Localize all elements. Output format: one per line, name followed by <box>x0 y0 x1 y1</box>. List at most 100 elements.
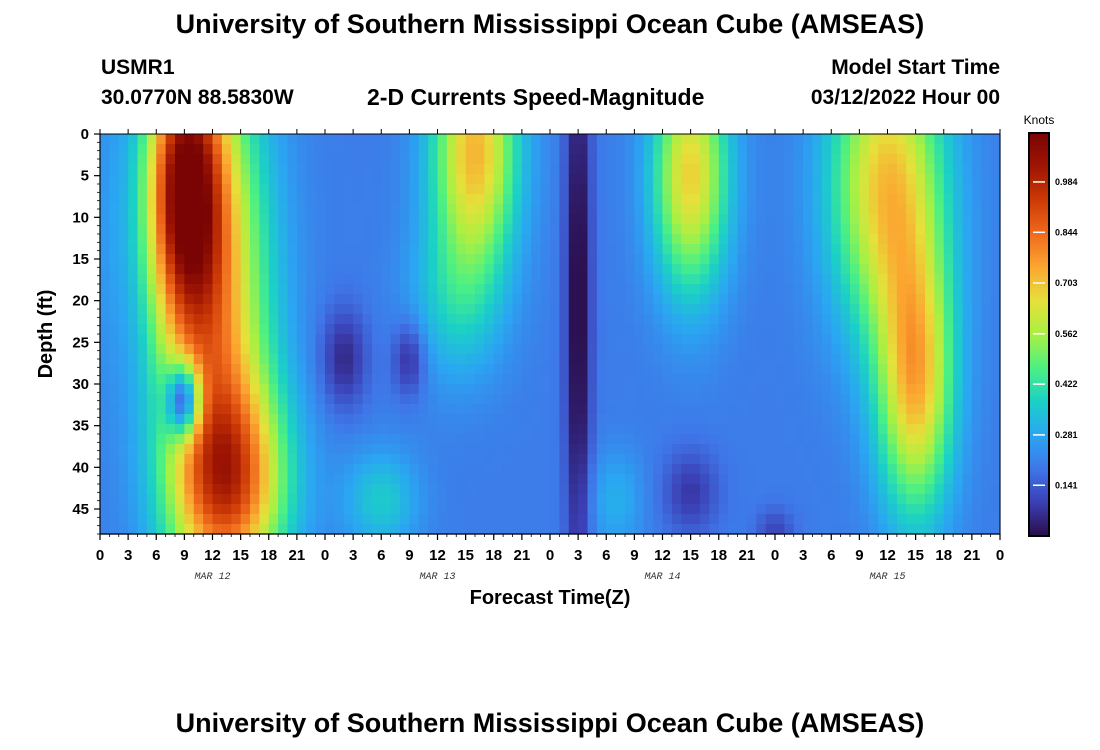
heatmap-cell <box>821 154 832 165</box>
heatmap-cell <box>259 514 270 525</box>
heatmap-cell <box>493 304 504 315</box>
heatmap-cell <box>643 264 654 275</box>
heatmap-cell <box>587 284 598 295</box>
heatmap-cell <box>784 274 795 285</box>
heatmap-cell <box>231 484 242 495</box>
heatmap-cell <box>925 524 935 535</box>
heatmap-cell <box>146 134 157 145</box>
heatmap-cell <box>446 394 457 405</box>
heatmap-cell <box>671 224 682 235</box>
heatmap-cell <box>118 454 129 465</box>
heatmap-cell <box>878 354 889 365</box>
heatmap-cell <box>287 284 298 295</box>
heatmap-cell <box>990 344 1001 355</box>
heatmap-cell <box>812 274 823 285</box>
heatmap-cell <box>193 324 204 335</box>
heatmap-cell <box>756 204 767 215</box>
heatmap-cell <box>175 504 185 515</box>
heatmap-cell <box>353 454 364 465</box>
heatmap-cell <box>296 364 307 375</box>
heatmap-cell <box>953 524 964 535</box>
heatmap-cell <box>550 164 560 175</box>
heatmap-cell <box>643 204 654 215</box>
heatmap-cell <box>146 154 157 165</box>
heatmap-cell <box>240 334 251 345</box>
heatmap-cell <box>953 504 964 515</box>
heatmap-cell <box>315 464 326 475</box>
heatmap-cell <box>756 374 767 385</box>
heatmap-cell <box>418 234 429 245</box>
heatmap-cell <box>756 304 767 315</box>
heatmap-cell <box>634 174 645 185</box>
heatmap-cell <box>971 164 982 175</box>
heatmap-cell <box>559 444 570 455</box>
heatmap-cell <box>878 304 889 315</box>
heatmap-cell <box>146 314 157 325</box>
heatmap-cell <box>250 374 260 385</box>
heatmap-cell <box>212 404 223 415</box>
heatmap-cell <box>737 504 748 515</box>
heatmap-cell <box>175 324 185 335</box>
heatmap-cell <box>343 324 354 335</box>
heatmap-cell <box>231 394 242 405</box>
heatmap-cell <box>671 204 682 215</box>
heatmap-cell <box>634 494 645 505</box>
heatmap-cell <box>390 304 401 315</box>
heatmap-cell <box>962 474 973 485</box>
heatmap-cell <box>643 154 654 165</box>
heatmap-cell <box>850 214 860 225</box>
heatmap-cell <box>812 164 823 175</box>
heatmap-cell <box>212 154 223 165</box>
heatmap-cell <box>325 464 335 475</box>
heatmap-cell <box>343 194 354 205</box>
heatmap-cell <box>840 284 851 295</box>
heatmap-cell <box>306 134 317 145</box>
heatmap-cell <box>109 404 120 415</box>
heatmap-cell <box>240 164 251 175</box>
heatmap-cell <box>990 374 1001 385</box>
heatmap-cell <box>681 204 692 215</box>
heatmap-cell <box>615 424 626 435</box>
heatmap-cell <box>203 164 214 175</box>
heatmap-cell <box>953 474 964 485</box>
heatmap-cell <box>315 454 326 465</box>
heatmap-cell <box>428 294 439 305</box>
heatmap-cell <box>278 464 289 475</box>
heatmap-cell <box>990 134 1001 145</box>
heatmap-cell <box>259 334 270 345</box>
heatmap-cell <box>746 384 757 395</box>
heatmap-cell <box>765 454 776 465</box>
heatmap-cell <box>306 494 317 505</box>
heatmap-cell <box>165 174 176 185</box>
heatmap-cell <box>343 404 354 415</box>
heatmap-cell <box>306 144 317 155</box>
heatmap-cell <box>493 204 504 215</box>
heatmap-cell <box>240 464 251 475</box>
heatmap-cell <box>343 464 354 475</box>
heatmap-cell <box>137 414 148 425</box>
heatmap-cell <box>118 504 129 515</box>
heatmap-cell <box>671 434 682 445</box>
heatmap-cell <box>634 444 645 455</box>
heatmap-cell <box>203 184 214 195</box>
heatmap-cell <box>634 134 645 145</box>
heatmap-cell <box>962 334 973 345</box>
heatmap-cell <box>850 494 860 505</box>
heatmap-cell <box>643 484 654 495</box>
heatmap-cell <box>409 194 420 205</box>
heatmap-cell <box>671 184 682 195</box>
heatmap-cell <box>531 484 542 495</box>
heatmap-cell <box>700 424 710 435</box>
heatmap-cell <box>615 274 626 285</box>
heatmap-cell <box>240 404 251 415</box>
heatmap-cell <box>296 424 307 435</box>
heatmap-cell <box>184 144 195 155</box>
heatmap-cell <box>100 174 110 185</box>
heatmap-cell <box>100 404 110 415</box>
heatmap-cell <box>793 484 804 495</box>
heatmap-cell <box>643 454 654 465</box>
heatmap-cell <box>165 484 176 495</box>
heatmap-cell <box>784 414 795 425</box>
heatmap-cell <box>146 404 157 415</box>
heatmap-cell <box>465 384 476 395</box>
